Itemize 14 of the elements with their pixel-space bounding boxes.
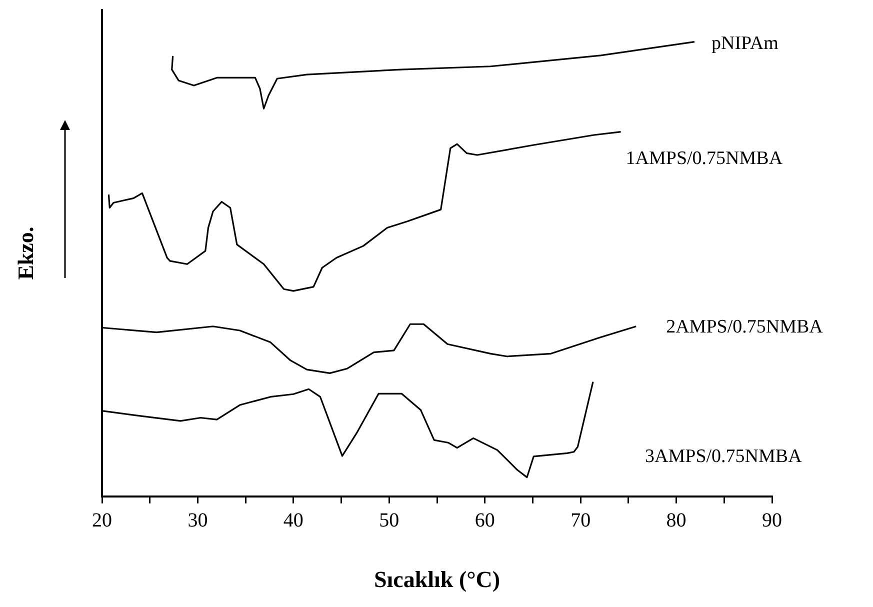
- x-axis-title: Sıcaklık (°C): [374, 567, 500, 592]
- x-tick-label: 20: [92, 510, 112, 532]
- x-tick-label: 70: [570, 510, 591, 532]
- text: 3AMPS/0.75NMBA: [645, 446, 802, 467]
- x-tick-label: 30: [188, 510, 208, 532]
- y-axis-title: Ekzo.: [12, 226, 38, 280]
- x-tick-label: 40: [283, 510, 304, 532]
- x-tick-label: 80: [666, 510, 686, 532]
- x-tick-label: 60: [474, 510, 495, 532]
- series-label: pNIPAm: [711, 32, 779, 54]
- series-label: 2AMPS/0.75NMBA: [666, 316, 824, 338]
- x-tick-label: 90: [762, 510, 782, 532]
- x-tick-label: 50: [379, 510, 400, 532]
- series-label: 1AMPS/0.75NMBA: [626, 148, 783, 169]
